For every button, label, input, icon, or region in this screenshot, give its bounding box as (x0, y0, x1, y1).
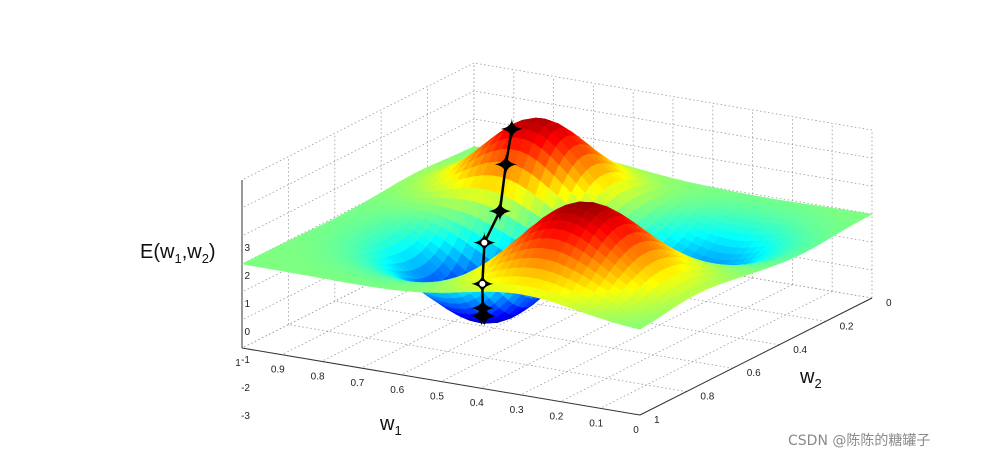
x-tick-label: 0.4 (470, 398, 484, 409)
surface-patch (630, 323, 646, 330)
y-tick-label: 0.4 (793, 345, 807, 356)
z-tick-label: 1 (244, 299, 250, 310)
y-tick-label: 0 (886, 298, 892, 309)
error-surface (241, 117, 873, 330)
x-tick-label: 0.8 (311, 371, 325, 382)
x-tick-label: 0.1 (589, 418, 603, 429)
descent-step-marker (500, 118, 523, 141)
tick-labels: -3 -2 -1 0 1 2 3 0 0.1 0.2 0.3 0.4 0.5 0.6 0.7 0.8 0.9 1 0… (235, 243, 892, 436)
x-tick-label: 0.5 (430, 392, 444, 403)
z-tick-label: -1 (241, 355, 250, 366)
y-tick-label: 1 (654, 415, 660, 426)
descent-step-marker (471, 297, 494, 320)
z-tick-label: 3 (244, 243, 250, 254)
x-tick-label: 0.9 (271, 365, 285, 376)
x-axis-label: w1 (379, 413, 402, 438)
x-tick-label: 0.6 (390, 385, 404, 396)
x-tick-label: 0.7 (350, 378, 364, 389)
descent-step-point (478, 279, 487, 288)
watermark: CSDN @陈陈的糖罐子 (788, 432, 930, 449)
x-tick-label: 1 (235, 358, 241, 369)
y-tick-label: 0.6 (747, 368, 761, 379)
x-tick-label: 0.3 (510, 405, 524, 416)
z-tick-label: -3 (241, 411, 250, 422)
descent-step-marker (488, 200, 511, 223)
descent-step-marker (494, 153, 517, 176)
z-tick-label: 2 (244, 271, 250, 282)
x-tick-label: 0.2 (549, 412, 563, 423)
descent-step-marker (473, 304, 496, 327)
descent-step-point (480, 238, 489, 247)
z-tick-label: -2 (241, 383, 250, 394)
x-tick-label: 0 (633, 425, 639, 436)
z-tick-label: 0 (244, 327, 250, 338)
z-axis-label: E(w1,w2) (140, 241, 216, 266)
y-tick-label: 0.2 (840, 321, 854, 332)
y-axis-label: w2 (799, 366, 822, 391)
gradient-descent-path (470, 118, 523, 327)
y-tick-label: 0.8 (700, 392, 714, 403)
